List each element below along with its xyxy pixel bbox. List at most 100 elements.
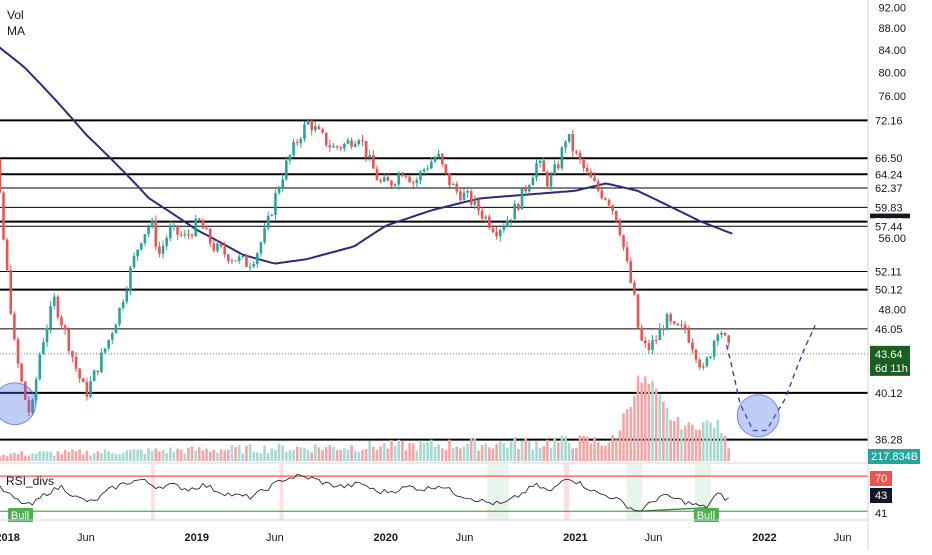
candle-body bbox=[96, 370, 100, 373]
candle-body bbox=[691, 342, 694, 350]
volume-bar bbox=[451, 448, 455, 461]
candle-body bbox=[629, 261, 633, 283]
level-price-label: 46.05 bbox=[875, 324, 903, 336]
volume-bar bbox=[433, 446, 437, 461]
volume-bar bbox=[314, 444, 317, 461]
volume-bar bbox=[382, 443, 386, 461]
candle-body bbox=[462, 192, 466, 201]
candle-body bbox=[154, 220, 158, 247]
candle-body bbox=[150, 220, 154, 227]
volume-bar bbox=[607, 442, 611, 461]
candle-body bbox=[636, 294, 640, 328]
candle-body bbox=[139, 243, 143, 250]
candle-body bbox=[114, 324, 118, 334]
volume-bar bbox=[440, 448, 444, 461]
candle-body bbox=[647, 343, 651, 351]
volume-bar bbox=[622, 413, 625, 461]
volume-bar bbox=[20, 451, 23, 461]
candle-body bbox=[542, 160, 546, 172]
level-price-label: 40.12 bbox=[875, 388, 903, 400]
volume-bar bbox=[299, 447, 303, 461]
volume-bar bbox=[252, 451, 255, 461]
volume-bar bbox=[437, 444, 440, 461]
candle-body bbox=[680, 324, 683, 326]
volume-bar bbox=[462, 446, 466, 461]
candle-body bbox=[589, 171, 593, 178]
candle-body bbox=[270, 214, 274, 216]
volume-bar bbox=[103, 449, 107, 461]
volume-bar bbox=[444, 449, 448, 461]
volume-bar bbox=[426, 442, 430, 461]
candle-body bbox=[205, 228, 208, 230]
candle-body bbox=[303, 124, 306, 139]
candle-body bbox=[16, 339, 20, 364]
volume-bar bbox=[531, 449, 535, 461]
price-tick-label: 76.00 bbox=[878, 91, 906, 103]
level-price-label: 59.83 bbox=[875, 202, 903, 214]
volume-bar bbox=[346, 449, 350, 461]
volume-bar bbox=[633, 396, 636, 461]
candle-body bbox=[393, 184, 397, 186]
rsi-upper-label: 70 bbox=[875, 473, 887, 485]
vol-indicator-label[interactable]: Vol bbox=[7, 8, 24, 22]
volume-bar bbox=[680, 429, 683, 461]
volume-bar bbox=[716, 419, 720, 461]
volume-bar bbox=[556, 442, 560, 461]
candle-body bbox=[426, 168, 430, 170]
volume-bar bbox=[368, 440, 372, 461]
volume-bar bbox=[96, 451, 100, 461]
volume-bar bbox=[223, 450, 226, 461]
volume-bar bbox=[357, 452, 361, 461]
candle-body bbox=[560, 147, 564, 169]
volume-bar bbox=[328, 445, 332, 461]
candle-body bbox=[212, 243, 216, 251]
volume-bar bbox=[165, 453, 168, 461]
candle-body bbox=[368, 154, 372, 158]
volume-bar bbox=[92, 453, 96, 461]
candle-body bbox=[672, 321, 676, 324]
candle-body bbox=[622, 235, 625, 248]
level-price-label-bg bbox=[870, 218, 910, 235]
level-price-label: 36.28 bbox=[875, 435, 903, 447]
candle-body bbox=[669, 314, 672, 322]
volume-bar bbox=[339, 449, 343, 461]
volume-bar bbox=[723, 435, 727, 461]
volume-bar bbox=[285, 452, 288, 461]
divergence-band bbox=[694, 464, 712, 520]
volume-bar bbox=[640, 382, 643, 461]
candle-body bbox=[614, 210, 618, 222]
candle-body bbox=[23, 381, 27, 401]
ma-indicator-label[interactable]: MA bbox=[7, 24, 25, 38]
candle-body bbox=[136, 249, 139, 257]
candle-body bbox=[346, 140, 350, 144]
volume-bar bbox=[596, 442, 600, 461]
time-tick-label: 2018 bbox=[0, 532, 20, 544]
candle-body bbox=[524, 188, 527, 192]
candle-body bbox=[0, 159, 2, 193]
candle-body bbox=[513, 203, 517, 220]
volume-bar bbox=[386, 448, 390, 461]
candle-body bbox=[223, 246, 226, 255]
level-price-label-bg bbox=[870, 180, 910, 197]
level-price-label-bg bbox=[870, 199, 910, 216]
candle-body bbox=[444, 164, 448, 174]
candle-body bbox=[386, 177, 390, 181]
volume-bar bbox=[397, 439, 401, 461]
candle-body bbox=[5, 239, 9, 270]
rsi-indicator-label[interactable]: RSI_divs bbox=[6, 474, 55, 488]
volume-bar bbox=[658, 394, 662, 461]
volume-bar bbox=[524, 438, 527, 461]
rsi-lower-label: 41 bbox=[875, 508, 887, 520]
volume-bar bbox=[600, 445, 604, 461]
price-tick-label: 48.00 bbox=[878, 305, 906, 317]
candle-body bbox=[411, 182, 415, 184]
volume-bar bbox=[517, 448, 520, 461]
candle-body bbox=[571, 134, 575, 152]
price-tick-label: 84.00 bbox=[878, 45, 906, 57]
candle-body bbox=[397, 173, 401, 185]
volume-bar bbox=[390, 439, 393, 461]
volume-bar bbox=[74, 451, 78, 461]
volume-bar bbox=[132, 449, 136, 461]
volume-bar bbox=[60, 454, 63, 461]
